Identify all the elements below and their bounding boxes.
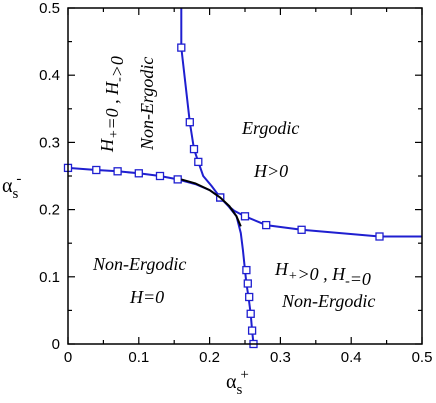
region-top-left-condition: H+=0 , H->0 (97, 56, 127, 153)
x-tick-label: 0 (64, 349, 72, 366)
series-1-marker-11 (247, 326, 257, 335)
series-0-marker-1 (185, 118, 194, 127)
series-0-marker-6 (262, 220, 271, 230)
y-axis-label: αs- (2, 171, 21, 202)
region-bottom-right-condition: H+>0 , H-=0 (274, 259, 371, 289)
series-2-line (181, 178, 242, 227)
y-axis-superscript: - (16, 171, 21, 187)
series-1-marker-7 (242, 265, 251, 275)
y-axis-symbol: α (2, 175, 13, 197)
x-tick-label: 0.5 (412, 349, 433, 366)
y-tick-label: 0.4 (39, 67, 60, 84)
region-top-left-title: Non-Ergodic (137, 57, 157, 151)
x-axis-symbol: α (226, 371, 237, 393)
region-ergodic-title: Ergodic (241, 118, 299, 138)
series-layer (63, 8, 422, 349)
x-tick-label: 0.4 (341, 349, 362, 366)
series-1-marker-4 (155, 171, 165, 181)
series-0-marker-0 (177, 43, 186, 52)
series-0-line (180, 8, 422, 238)
x-axis-subscript: s (236, 382, 242, 398)
x-axis-superscript: + (240, 367, 248, 383)
series-1-marker-3 (134, 169, 143, 178)
series-0-marker-7 (297, 225, 306, 234)
series-1-marker-1 (92, 165, 101, 175)
x-axis-label: αs+ (226, 367, 249, 398)
region-ergodic-condition: H>0 (253, 161, 288, 181)
series-1-marker-9 (245, 292, 254, 302)
y-tick-label: 0.5 (39, 0, 60, 17)
region-bottom-left-title: Non-Ergodic (92, 254, 186, 274)
series-0-marker-3 (194, 157, 203, 167)
series-1-marker-10 (246, 309, 255, 318)
series-1-marker-2 (113, 167, 122, 176)
y-tick-label: 0.3 (39, 134, 60, 151)
y-tick-label: 0 (52, 336, 60, 353)
series-0-marker-8 (375, 232, 384, 241)
series-0-marker-5 (240, 212, 250, 221)
series-0-marker-2 (189, 144, 199, 154)
series-1-marker-5 (173, 175, 182, 184)
x-tick-label: 0.3 (270, 349, 291, 366)
y-axis-subscript: s (12, 186, 18, 202)
y-tick-label: 0.1 (39, 269, 60, 286)
region-bottom-left-condition: H=0 (129, 287, 164, 307)
y-tick-label: 0.2 (39, 202, 60, 219)
ticks-layer: 0 0.1 0.2 0.3 0.4 0.5 0 0.1 0.2 0.3 0.4 0.5 (39, 0, 432, 366)
x-tick-label: 0.2 (199, 349, 220, 366)
x-tick-label: 0.1 (128, 349, 149, 366)
series-1-marker-8 (243, 279, 252, 288)
region-bottom-right-title: Non-Ergodic (281, 291, 375, 311)
